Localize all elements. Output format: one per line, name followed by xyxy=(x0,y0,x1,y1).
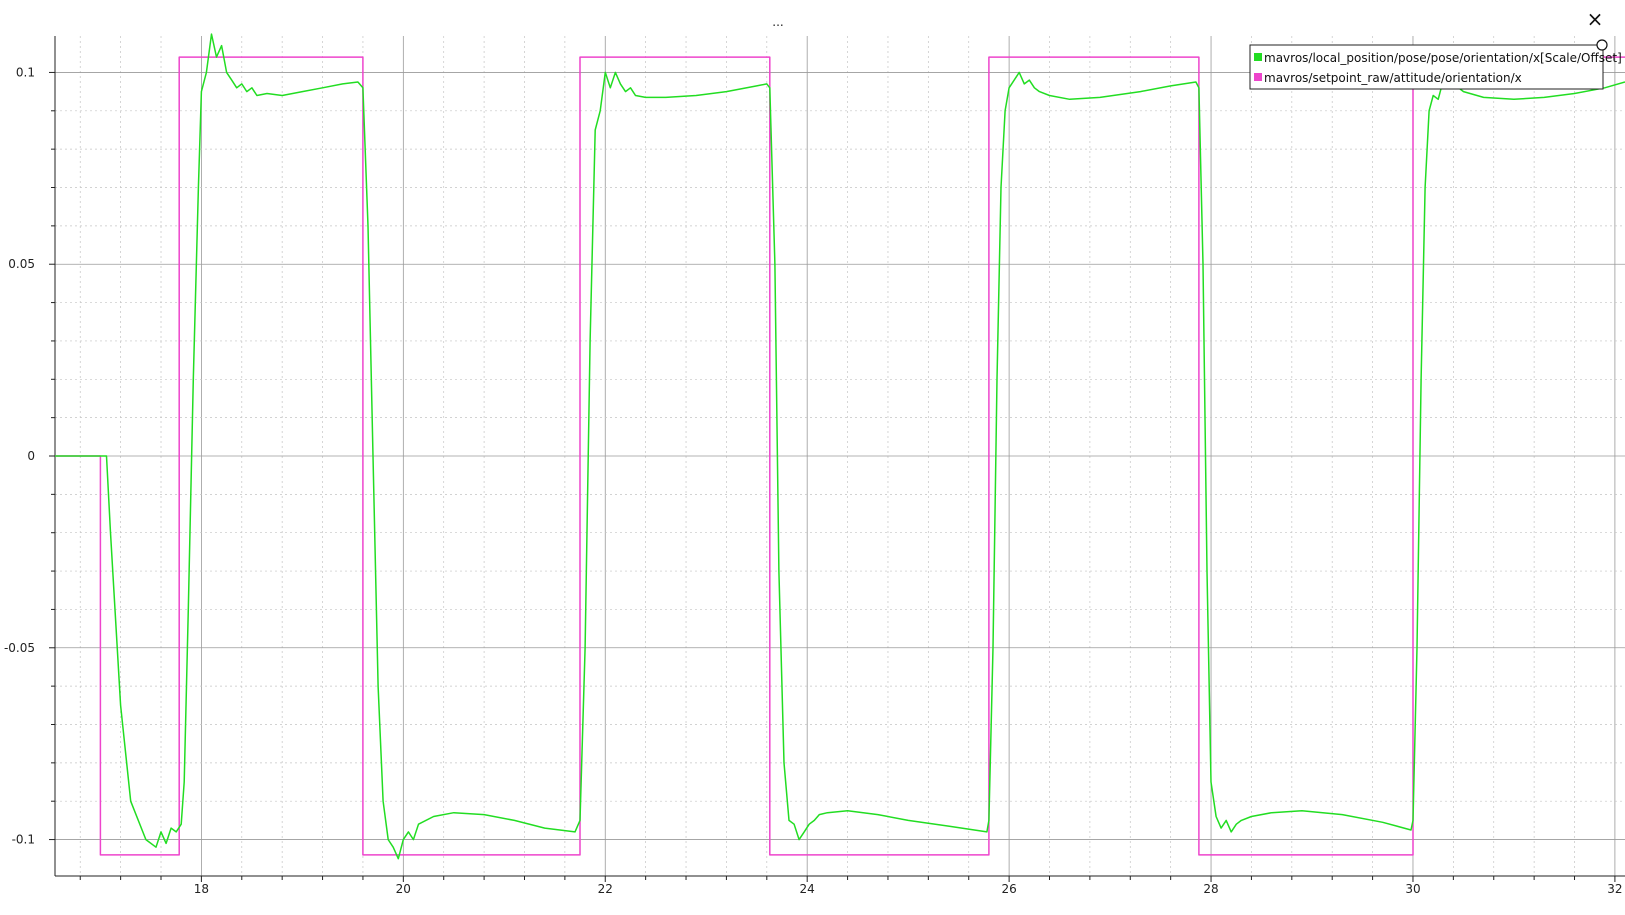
close-icon[interactable]: × xyxy=(1587,7,1604,31)
y-tick-label: -0.1 xyxy=(12,833,35,847)
y-tick-label: 0.05 xyxy=(8,257,35,271)
series-line-position xyxy=(55,33,1625,860)
legend-frame xyxy=(1249,44,1604,90)
plot-title: ... xyxy=(772,15,783,29)
x-tick-label: 28 xyxy=(1203,882,1218,896)
y-tick-label: 0.1 xyxy=(16,65,35,79)
series-line-setpoint xyxy=(55,56,1625,856)
legend-swatch-position xyxy=(1254,53,1262,61)
legend-swatch-setpoint xyxy=(1254,73,1262,81)
x-tick-label: 18 xyxy=(194,882,209,896)
legend: mavros/local_position/pose/pose/orientat… xyxy=(1249,44,1622,90)
x-tick-label: 22 xyxy=(598,882,613,896)
x-tick-label: 26 xyxy=(1001,882,1016,896)
x-tick-label: 20 xyxy=(396,882,411,896)
legend-label-position: mavros/local_position/pose/pose/orientat… xyxy=(1264,51,1622,65)
legend-label-setpoint: mavros/setpoint_raw/attitude/orientation… xyxy=(1264,71,1522,85)
legend-drag-handle[interactable] xyxy=(1596,39,1608,51)
grid xyxy=(55,36,1625,876)
x-tick-label: 32 xyxy=(1607,882,1622,896)
x-tick-label: 24 xyxy=(800,882,815,896)
close-button[interactable]: × xyxy=(1584,7,1606,31)
y-tick-label: -0.05 xyxy=(4,641,35,655)
series-layer xyxy=(55,33,1625,860)
y-tick-label: 0 xyxy=(27,449,35,463)
x-tick-label: 30 xyxy=(1405,882,1420,896)
axes: 18 20 22 24 26 28 30 32 0.1 0.05 0 -0.05 -0.1 xyxy=(4,36,1625,896)
